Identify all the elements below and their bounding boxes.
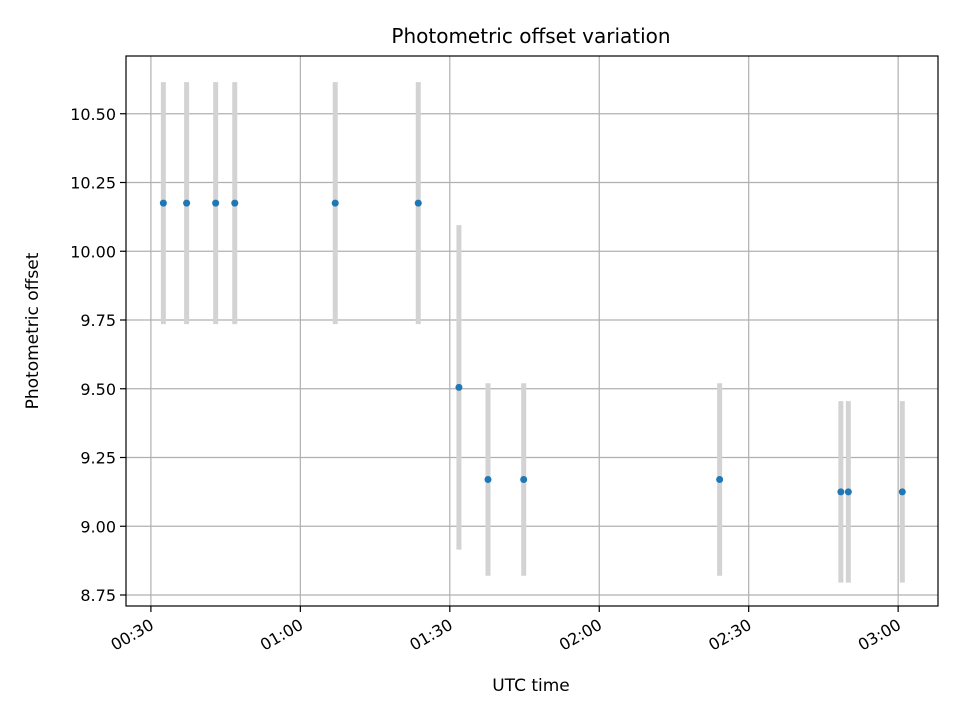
y-tick-label: 9.00 [80,517,116,536]
x-tick-label: 03:00 [855,615,904,655]
data-point [414,199,422,207]
y-tick-label: 10.00 [70,242,116,261]
y-tick-label: 9.75 [80,311,116,330]
data-point [484,476,492,483]
data-points [159,199,906,496]
x-tick-label: 01:00 [257,615,306,655]
x-axis-title: UTC time [492,676,570,696]
data-point [520,476,528,483]
x-tick-label: 00:30 [107,615,156,655]
y-axis-ticks: 8.75 9.00 9.25 9.50 9.75 10.00 10.25 10.50 [70,105,126,605]
data-point [159,199,167,207]
data-point [455,383,463,391]
data-point [183,199,191,207]
data-point [331,199,339,207]
data-point [837,488,845,496]
y-tick-label: 9.25 [80,449,116,468]
y-tick-label: 8.75 [80,586,116,605]
y-tick-label: 10.50 [70,105,116,124]
error-bars [160,82,905,583]
data-point [231,199,239,207]
grid [126,56,938,606]
x-tick-label: 02:30 [705,615,754,655]
plot-frame [125,55,939,607]
y-tick-label: 10.25 [70,174,116,193]
x-tick-label: 01:30 [406,615,455,655]
y-tick-label: 9.50 [80,380,116,399]
data-point [716,476,724,483]
data-point [212,199,220,207]
x-axis-ticks: 00:30 01:00 01:30 02:00 02:30 03:00 [107,606,904,655]
data-point [844,488,852,496]
data-point [898,488,906,496]
chart-title: Photometric offset variation [391,24,670,48]
y-axis-title: Photometric offset [23,252,43,409]
x-tick-label: 02:00 [556,615,605,655]
